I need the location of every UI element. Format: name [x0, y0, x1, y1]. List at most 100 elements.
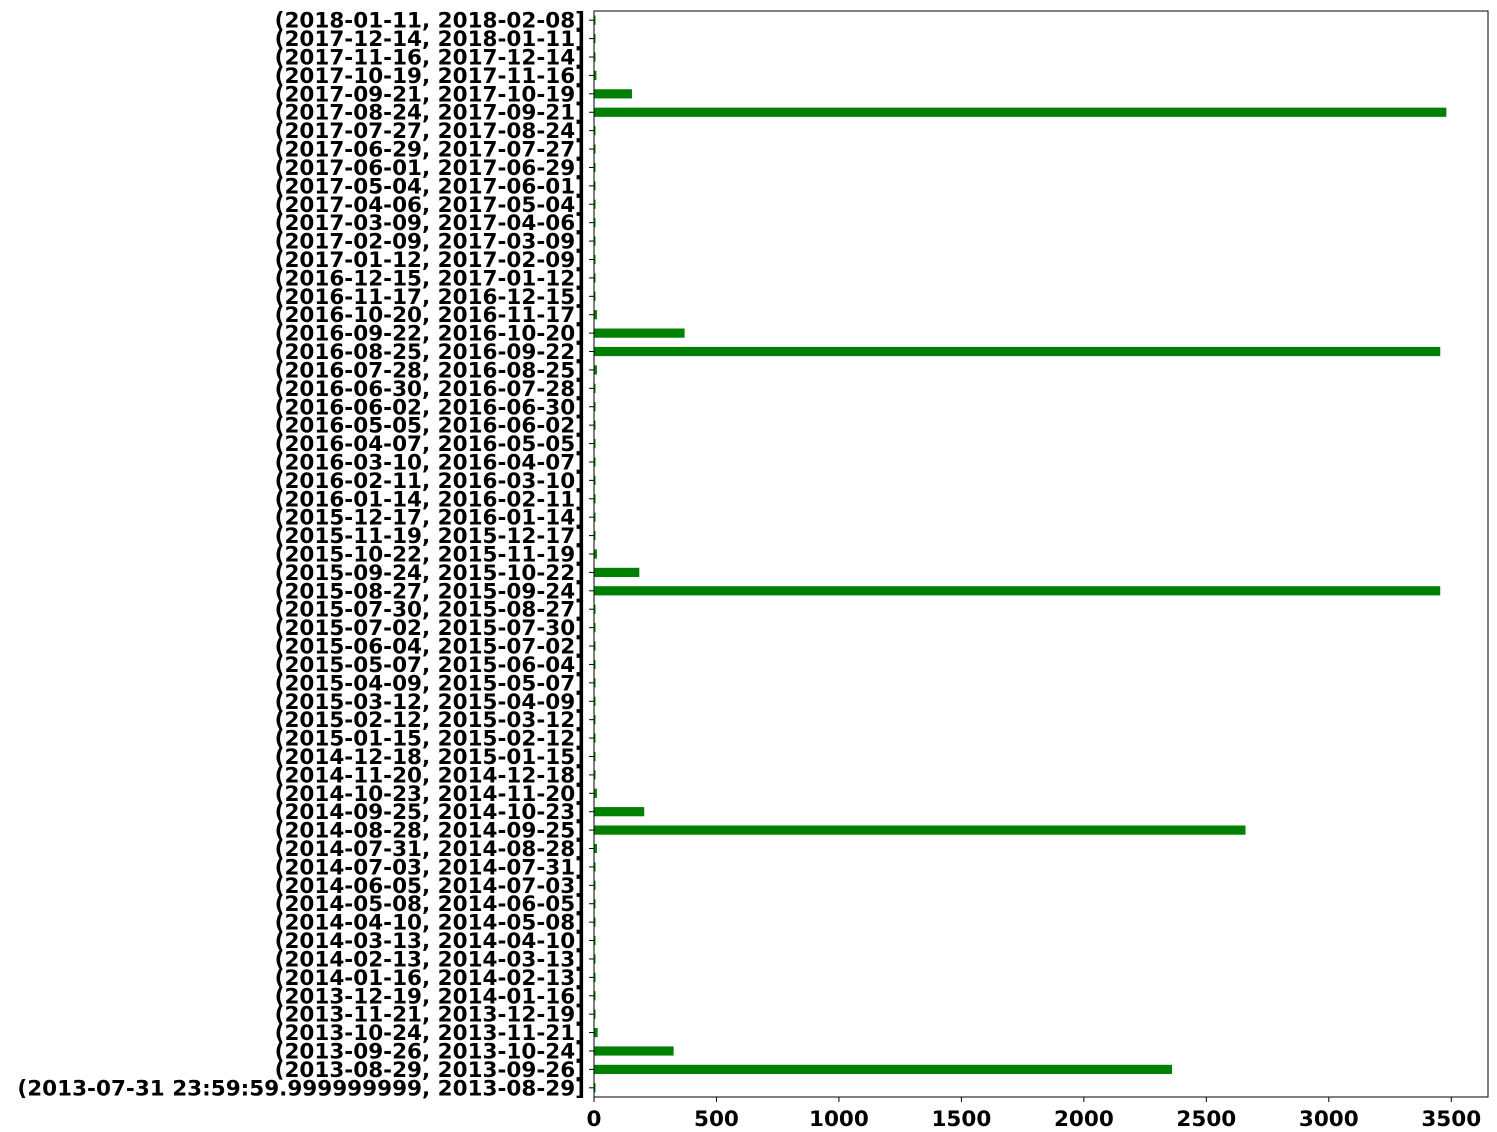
- bar: [594, 365, 597, 375]
- category-label: (2015-01-15, 2015-02-12]: [275, 727, 585, 752]
- bar: [594, 972, 596, 982]
- category-label: (2014-04-10, 2014-05-08]: [275, 911, 585, 936]
- category-label: (2016-08-25, 2016-09-22]: [275, 340, 585, 365]
- bar: [594, 254, 596, 265]
- category-label: (2013-12-19, 2014-01-16]: [275, 984, 585, 1009]
- bar: [594, 383, 596, 393]
- category-label: (2017-09-21, 2017-10-19]: [275, 82, 585, 107]
- bar: [594, 954, 596, 964]
- bar: [594, 494, 596, 504]
- category-label: (2016-09-22, 2016-10-20]: [275, 322, 585, 347]
- category-label: (2013-08-29, 2013-09-26]: [275, 1058, 585, 1083]
- bar: [594, 935, 596, 946]
- category-label: (2015-12-17, 2016-01-14]: [275, 506, 585, 531]
- category-label: (2015-04-09, 2015-05-07]: [275, 671, 585, 696]
- category-label: (2016-04-07, 2016-05-05]: [275, 432, 585, 457]
- category-label: (2016-02-11, 2016-03-10]: [275, 469, 585, 494]
- bar: [594, 181, 596, 191]
- category-label: (2014-07-03, 2014-07-31]: [275, 855, 585, 880]
- x-tick-label: 3000: [1299, 1107, 1359, 1132]
- x-tick-label: 500: [694, 1107, 739, 1132]
- category-label: (2015-02-12, 2015-03-12]: [275, 708, 585, 733]
- category-label: (2016-11-17, 2016-12-15]: [275, 285, 585, 310]
- bar: [594, 788, 597, 798]
- category-label: (2017-02-09, 2017-03-09]: [275, 230, 585, 255]
- bar: [594, 218, 596, 228]
- bar: [594, 807, 645, 817]
- category-label: (2014-02-13, 2014-03-13]: [275, 947, 585, 972]
- bar: [594, 715, 596, 725]
- x-tick-label: 1000: [809, 1107, 869, 1132]
- category-label: (2017-04-06, 2017-05-04]: [275, 193, 585, 218]
- category-label: (2016-03-10, 2016-04-07]: [275, 450, 585, 475]
- bar: [594, 162, 596, 173]
- category-label: (2017-01-12, 2017-02-09]: [275, 248, 585, 273]
- bar: [594, 475, 596, 485]
- category-label: (2017-05-04, 2017-06-01]: [275, 174, 585, 199]
- x-tick-label: 2000: [1054, 1107, 1114, 1132]
- bar: [594, 457, 596, 467]
- bar: [594, 15, 596, 25]
- category-label: (2014-01-16, 2014-02-13]: [275, 966, 585, 991]
- category-labels: (2013-07-31 23:59:59.999999999, 2013-08-…: [17, 9, 585, 1102]
- bar: [594, 70, 597, 81]
- category-label: (2015-03-12, 2015-04-09]: [275, 690, 585, 715]
- bar: [594, 549, 597, 559]
- bar: [594, 567, 640, 578]
- bar: [594, 530, 596, 541]
- bar: [594, 52, 596, 62]
- x-tick-label: 0: [587, 1107, 602, 1132]
- bar: [594, 1083, 596, 1093]
- bar: [594, 512, 596, 522]
- category-label: (2017-08-24, 2017-09-21]: [275, 101, 585, 126]
- category-label: (2017-07-27, 2017-08-24]: [275, 119, 585, 144]
- bar: [594, 641, 596, 651]
- bar: [594, 420, 596, 430]
- bar: [594, 236, 596, 246]
- bar: [594, 346, 1441, 357]
- category-label: (2015-11-19, 2015-12-17]: [275, 524, 585, 549]
- x-tick-label: 2500: [1176, 1107, 1236, 1132]
- bar: [594, 917, 596, 927]
- category-label: (2013-07-31 23:59:59.999999999, 2013-08-…: [17, 1076, 585, 1101]
- x-tick-label: 3500: [1421, 1107, 1481, 1132]
- bar: [594, 862, 596, 872]
- category-label: (2017-06-29, 2017-07-27]: [275, 138, 585, 163]
- category-label: (2016-07-28, 2016-08-25]: [275, 358, 585, 383]
- category-label: (2015-05-07, 2015-06-04]: [275, 653, 585, 678]
- bar: [594, 34, 596, 44]
- bar: [594, 273, 596, 283]
- bar: [594, 991, 596, 1001]
- plot-frame: [593, 10, 1489, 1098]
- category-label: (2016-06-02, 2016-06-30]: [275, 395, 585, 420]
- bar: [594, 1046, 674, 1056]
- bar: [594, 1009, 596, 1019]
- category-label: (2014-03-13, 2014-04-10]: [275, 929, 585, 954]
- axes-frame: [589, 10, 1489, 1102]
- bar: [594, 825, 1246, 835]
- bar: [594, 107, 1447, 117]
- category-label: (2016-06-30, 2016-07-28]: [275, 377, 585, 402]
- bar: [594, 310, 597, 320]
- bar: [594, 199, 596, 209]
- category-label: (2015-07-02, 2015-07-30]: [275, 616, 585, 641]
- bar: [594, 144, 596, 154]
- bar: [594, 733, 596, 743]
- bar: [594, 659, 596, 670]
- bar: [594, 751, 596, 762]
- category-label: (2016-10-20, 2016-11-17]: [275, 303, 585, 328]
- category-label: (2014-08-28, 2014-09-25]: [275, 819, 585, 844]
- bar: [594, 623, 596, 633]
- category-label: (2014-09-25, 2014-10-23]: [275, 800, 585, 825]
- bar: [594, 438, 596, 449]
- bar: [594, 89, 632, 99]
- bar: [594, 770, 596, 780]
- category-label: (2014-06-05, 2014-07-03]: [275, 874, 585, 899]
- category-label: (2016-05-05, 2016-06-02]: [275, 414, 585, 439]
- bar: [594, 678, 596, 688]
- bar: [594, 843, 597, 854]
- bar: [594, 586, 1441, 596]
- bar: [594, 126, 596, 136]
- bar: [594, 402, 596, 412]
